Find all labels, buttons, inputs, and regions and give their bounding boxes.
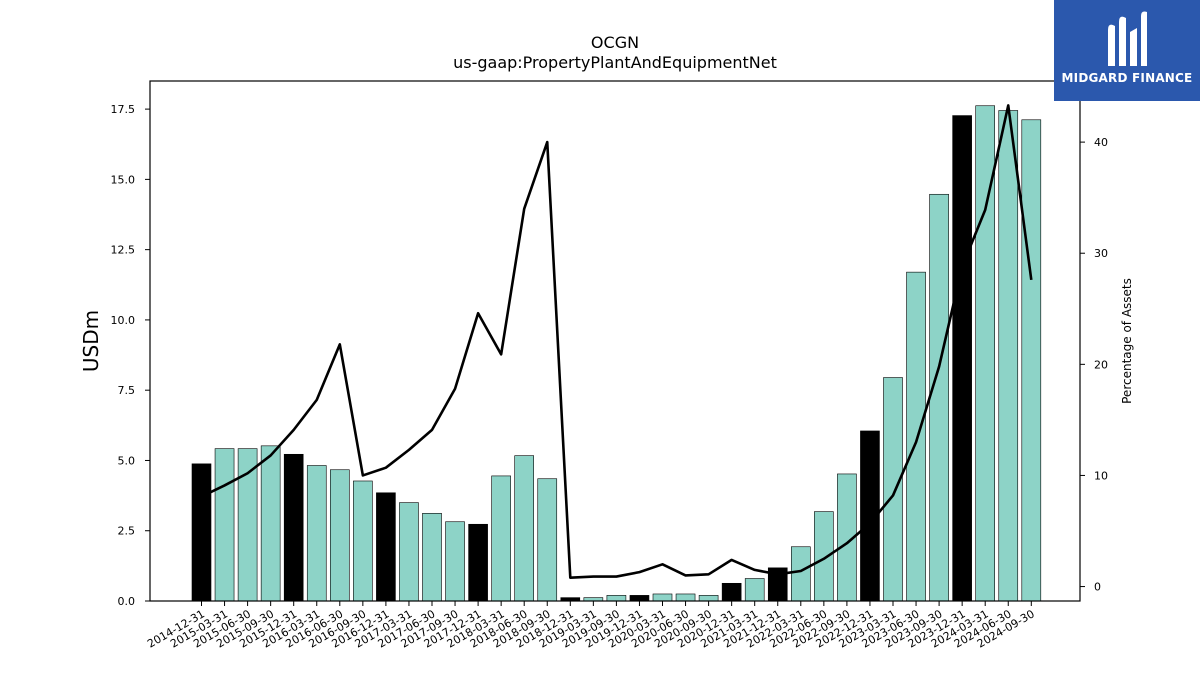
y-tick-label: 17.5 [111, 103, 136, 116]
y2-axis-label: Percentage of Assets [1120, 278, 1134, 404]
y-tick-label: 5.0 [118, 454, 136, 467]
bar [675, 593, 696, 602]
y-axis-label: USDm [79, 310, 103, 372]
y2-tick-label: 40 [1094, 136, 1108, 149]
y2-tick-label: 0 [1094, 581, 1101, 594]
y-tick-label: 15.0 [111, 173, 136, 186]
logo: MIDGARD FINANCE [1054, 0, 1200, 101]
y2-tick-label: 20 [1094, 358, 1108, 371]
bar [929, 193, 949, 602]
bar [445, 521, 465, 602]
chart-subtitle: us-gaap:PropertyPlantAndEquipmentNet [453, 53, 777, 72]
mh-logo-icon [1108, 11, 1147, 67]
y-tick-label: 2.5 [118, 525, 136, 538]
bar [698, 595, 719, 602]
bar [906, 271, 926, 602]
bar [376, 492, 396, 602]
bar-series [191, 105, 1042, 602]
bar [883, 377, 903, 602]
bar [353, 480, 373, 602]
right-axis: 0 10 20 30 40 [1080, 136, 1108, 594]
bar [237, 448, 258, 602]
y2-tick-label: 10 [1094, 469, 1108, 482]
bar [306, 465, 327, 602]
chart-title: OCGN [591, 33, 639, 52]
bar [468, 523, 488, 602]
bar [191, 463, 212, 602]
bar [214, 448, 235, 602]
bar [283, 453, 304, 602]
y-tick-label: 12.5 [111, 244, 136, 257]
y-tick-label: 0.0 [118, 595, 136, 608]
bar [721, 582, 742, 602]
bar [1021, 119, 1042, 602]
bar [514, 455, 535, 602]
bar [422, 512, 442, 602]
bar [652, 593, 673, 602]
bar [329, 469, 350, 602]
plot-frame [149, 80, 1081, 602]
bar [744, 578, 765, 602]
bar [814, 511, 834, 602]
bar [260, 445, 281, 602]
bar [952, 115, 972, 602]
logo-text: MIDGARD FINANCE [1061, 71, 1193, 85]
y-tick-label: 7.5 [118, 384, 136, 397]
bar [606, 595, 627, 602]
percentage-line [200, 104, 1033, 579]
y2-tick-label: 30 [1094, 247, 1108, 260]
x-axis: 2014-12-312015-03-312015-06-302015-09-30… [145, 601, 1037, 651]
left-axis: 0.0 2.5 5.0 7.5 10.0 12.5 15.0 17.5 [111, 103, 150, 608]
bar [998, 110, 1019, 602]
y-tick-label: 10.0 [111, 314, 136, 327]
bar [399, 502, 419, 602]
bar [790, 546, 811, 602]
line-series [200, 104, 1033, 579]
bar [629, 595, 650, 602]
bar [537, 478, 558, 602]
bar [491, 475, 511, 602]
